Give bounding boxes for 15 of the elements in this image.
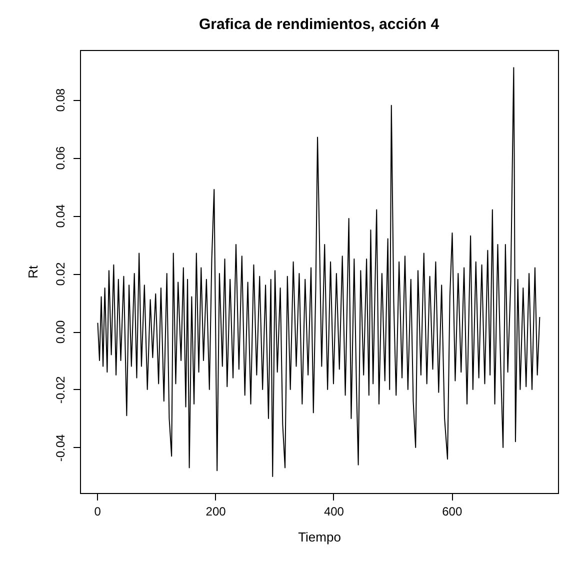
x-tick-label: 200: [206, 504, 226, 518]
y-tick-label: 0.08: [54, 88, 68, 112]
chart-title: Grafica de rendimientos, acción 4: [198, 16, 440, 33]
line-series: [97, 67, 540, 477]
x-tick-label: 0: [94, 504, 102, 518]
y-tick-label: -0.04: [54, 434, 68, 462]
x-axis-title: Tiempo: [298, 530, 341, 544]
y-tick-label: -0.02: [54, 376, 68, 404]
y-tick-label: 0.04: [54, 204, 68, 228]
y-axis-title: Rt: [26, 265, 40, 278]
x-tick-label: 600: [442, 504, 462, 518]
x-tick-label: 400: [324, 504, 344, 518]
y-tick-label: 0.02: [54, 262, 68, 286]
y-tick-label: 0.06: [54, 146, 68, 170]
y-tick-label: 0.00: [54, 320, 68, 344]
